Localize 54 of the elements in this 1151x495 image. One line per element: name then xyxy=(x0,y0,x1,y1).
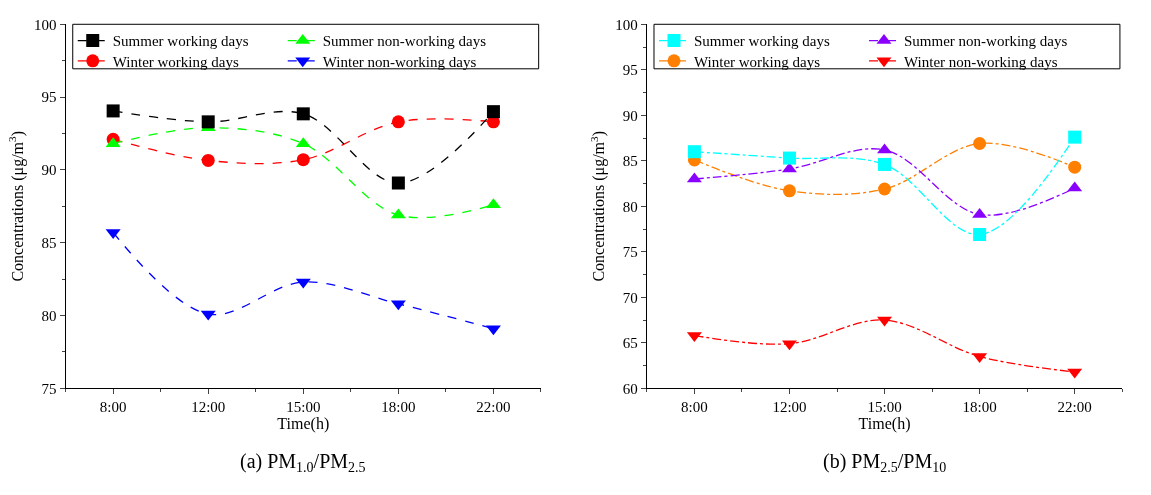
y-tick-label: 100 xyxy=(615,16,638,33)
legend-label: Summer working days xyxy=(112,33,249,50)
point xyxy=(296,153,310,167)
text: (a) PM$_{1.0}$/PM$_{2.5}$ xyxy=(240,450,366,476)
y-tick-label: 95 xyxy=(41,89,57,106)
y-tick-label: 75 xyxy=(622,244,638,261)
point xyxy=(201,153,215,167)
point xyxy=(1068,160,1082,174)
legend-label: Winter working days xyxy=(693,53,821,70)
legend-label: Winter working days xyxy=(112,53,239,70)
y-tick-label: 65 xyxy=(622,335,638,352)
point xyxy=(201,115,215,129)
x-tick-label: 15:00 xyxy=(286,399,321,416)
point xyxy=(391,176,405,190)
y-tick-label: 90 xyxy=(622,107,638,124)
point xyxy=(878,182,892,196)
point xyxy=(1068,130,1082,144)
point xyxy=(486,105,500,119)
point xyxy=(296,107,310,121)
x-tick-label: 18:00 xyxy=(962,399,997,416)
y-tick-label: 80 xyxy=(622,198,638,215)
point xyxy=(973,228,987,242)
y-tick-label: 80 xyxy=(41,307,57,324)
x-axis-title: Time(h) xyxy=(858,415,911,434)
x-tick-label: 12:00 xyxy=(772,399,807,416)
x-tick-label: 18:00 xyxy=(381,399,416,416)
y-tick-label: 85 xyxy=(622,153,638,170)
legend-label: Summer working days xyxy=(693,33,830,50)
point xyxy=(782,184,796,198)
legend-label: Winter non-working days xyxy=(903,53,1058,70)
point xyxy=(973,137,987,150)
x-axis-title: Time(h) xyxy=(277,415,330,434)
y-tick-label: 70 xyxy=(622,289,638,306)
x-tick-label: 15:00 xyxy=(867,399,902,416)
y-tick-label: 60 xyxy=(622,380,638,397)
point xyxy=(878,157,892,171)
point xyxy=(391,115,405,129)
x-tick-label: 22:00 xyxy=(1057,399,1092,416)
point xyxy=(106,104,120,118)
y-tick-label: 85 xyxy=(41,234,57,251)
x-tick-label: 12:00 xyxy=(191,399,226,416)
y-tick-label: 90 xyxy=(41,162,57,179)
legend-label: Summer non-working days xyxy=(903,33,1068,50)
y-tick-label: 100 xyxy=(34,16,57,33)
point xyxy=(782,151,796,165)
legend-label: Winter non-working days xyxy=(322,53,477,70)
legend-label: Summer non-working days xyxy=(322,33,487,50)
x-tick-label: 8:00 xyxy=(681,399,708,416)
point xyxy=(687,145,701,159)
x-tick-label: 8:00 xyxy=(99,399,127,416)
y-tick-label: 75 xyxy=(41,380,57,397)
y-tick-label: 95 xyxy=(622,62,638,79)
text: (b) PM$_{2.5}$/PM$_{10}$ xyxy=(823,450,947,476)
x-tick-label: 22:00 xyxy=(476,399,511,416)
